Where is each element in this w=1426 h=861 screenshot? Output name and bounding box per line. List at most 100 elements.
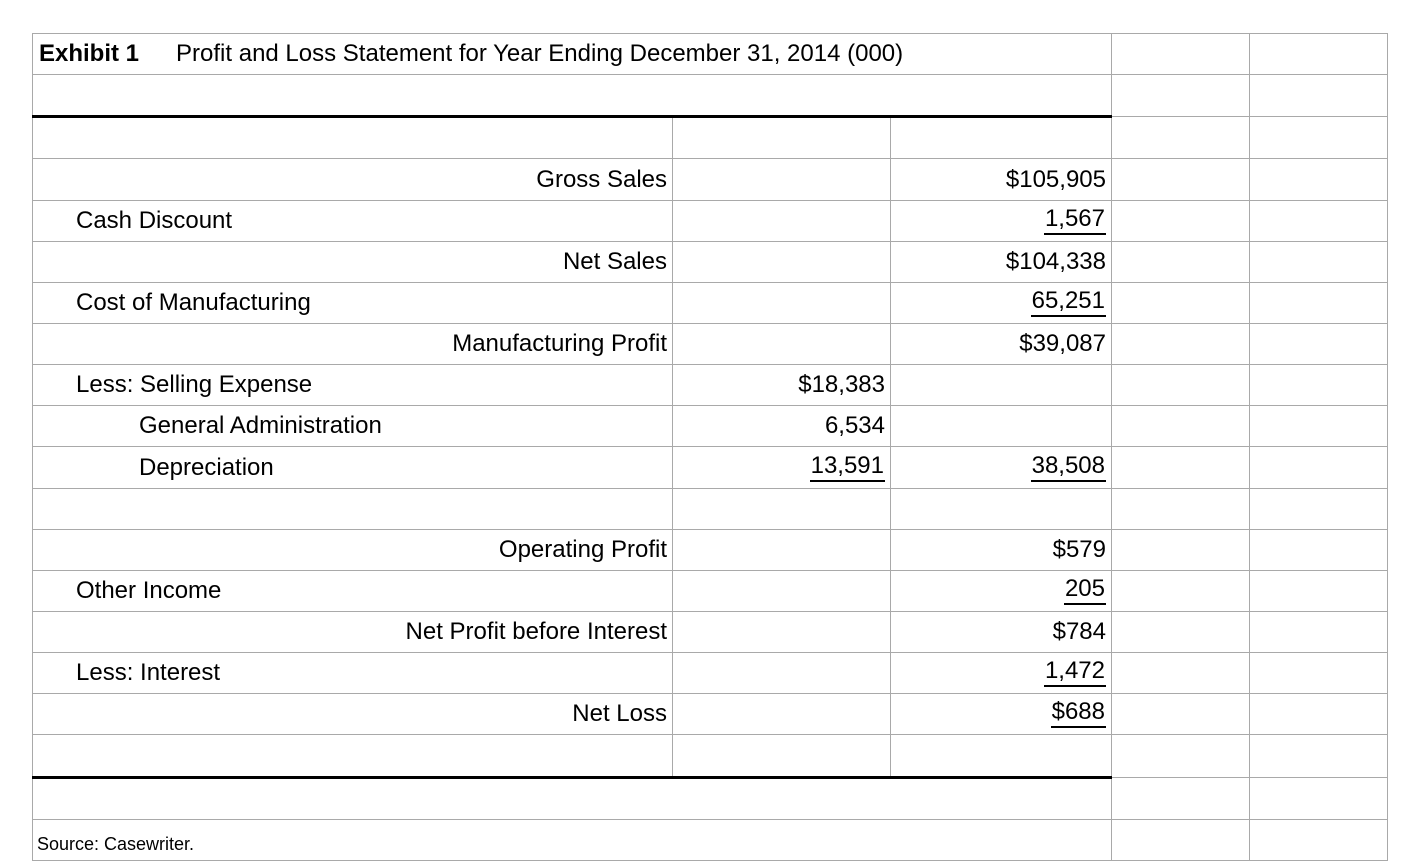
amount-col1: [672, 322, 891, 366]
empty-cell: [1111, 116, 1250, 160]
amount-col1: [672, 652, 891, 695]
row-label: Net Profit before Interest: [32, 610, 673, 654]
spacer-row: [32, 734, 1388, 778]
empty-cell: [1111, 693, 1250, 736]
empty-cell: [1249, 32, 1388, 76]
empty-cell: [1111, 199, 1250, 242]
amount-col1: [672, 199, 891, 242]
empty-cell: [32, 734, 673, 778]
title-row: Exhibit 1 Profit and Loss Statement for Y…: [32, 32, 1388, 76]
row-selling-expense: Less: Selling Expense $18,383: [32, 364, 1388, 407]
empty-cell: [1111, 322, 1250, 366]
amount-col1: 6,534: [672, 405, 891, 448]
row-label: Other Income: [32, 569, 673, 612]
empty-cell: [1111, 487, 1250, 530]
top-rule-cell: [32, 74, 1112, 119]
empty-cell: [1249, 734, 1388, 778]
source-row: Source: Casewriter.: [32, 818, 1388, 861]
empty-cell: [1249, 487, 1388, 530]
empty-cell: [1249, 74, 1388, 118]
row-label: Cash Discount: [32, 199, 673, 242]
source-note: Source: Casewriter.: [32, 818, 1112, 861]
exhibit-sheet: Exhibit 1 Profit and Loss Statement for Y…: [32, 32, 1388, 861]
empty-cell: [1249, 116, 1388, 160]
row-label: Cost of Manufacturing: [32, 281, 673, 324]
amount-col2: $39,087: [890, 322, 1112, 366]
empty-cell: [1249, 610, 1388, 654]
amount-col2: 65,251: [890, 281, 1112, 324]
amount-col2: $688: [890, 693, 1112, 736]
spacer-row: [32, 487, 1388, 530]
exhibit-title-cell: Exhibit 1 Profit and Loss Statement for Y…: [32, 32, 1112, 76]
row-label: Less: Interest: [32, 652, 673, 695]
empty-cell: [1111, 569, 1250, 612]
underlined-amount: $688: [1050, 700, 1106, 729]
empty-cell: [1249, 240, 1388, 283]
row-general-administration: General Administration 6,534: [32, 405, 1388, 448]
amount-col2: 205: [890, 569, 1112, 612]
amount-col2: 38,508: [890, 446, 1112, 489]
amount-col1: [672, 693, 891, 736]
row-depreciation: Depreciation 13,591 38,508: [32, 446, 1388, 489]
row-label: General Administration: [32, 405, 673, 448]
empty-cell: [1249, 569, 1388, 612]
underlined-amount: 1,472: [1043, 659, 1106, 688]
empty-cell: [1111, 446, 1250, 489]
row-label: Less: Selling Expense: [32, 364, 673, 407]
empty-cell: [1111, 405, 1250, 448]
amount-col2: [890, 405, 1112, 448]
empty-cell: [32, 116, 673, 160]
amount-col2: 1,472: [890, 652, 1112, 695]
amount-col1: 13,591: [672, 446, 891, 489]
underlined-amount: 65,251: [1030, 288, 1106, 317]
empty-cell: [1249, 652, 1388, 695]
amount-col1: [672, 240, 891, 283]
empty-cell: [672, 116, 891, 160]
row-label: Depreciation: [32, 446, 673, 489]
amount-col1: [672, 158, 891, 201]
row-label: Net Loss: [32, 693, 673, 736]
page: { "exhibit": { "label": "Exhibit 1", "ti…: [32, 32, 1388, 861]
amount-col1: [672, 569, 891, 612]
empty-cell: [890, 116, 1112, 160]
empty-cell: [1111, 652, 1250, 695]
empty-cell: [890, 487, 1112, 530]
amount-col2: $105,905: [890, 158, 1112, 201]
row-other-income: Other Income 205: [32, 569, 1388, 612]
empty-cell: [1249, 446, 1388, 489]
amount-col2: $784: [890, 610, 1112, 654]
row-net-loss: Net Loss $688: [32, 693, 1388, 736]
empty-cell: [1249, 776, 1388, 820]
row-gross-sales: Gross Sales $105,905: [32, 158, 1388, 201]
spacer-row: [32, 116, 1388, 160]
row-label: Gross Sales: [32, 158, 673, 201]
row-operating-profit: Operating Profit $579: [32, 528, 1388, 571]
divider-row: [32, 775, 1388, 820]
empty-cell: [672, 734, 891, 778]
row-interest: Less: Interest 1,472: [32, 652, 1388, 695]
amount-col1: [672, 281, 891, 324]
empty-cell: [1111, 818, 1250, 861]
profit-loss-table: Exhibit 1 Profit and Loss Statement for Y…: [32, 32, 1388, 861]
underlined-amount: 13,591: [809, 453, 885, 482]
empty-cell: [32, 487, 673, 530]
empty-cell: [1111, 74, 1250, 118]
amount-col2: 1,567: [890, 199, 1112, 242]
row-label: Manufacturing Profit: [32, 322, 673, 366]
empty-cell: [1111, 610, 1250, 654]
empty-cell: [1249, 281, 1388, 324]
empty-cell: [1111, 281, 1250, 324]
row-net-profit-before-interest: Net Profit before Interest $784: [32, 610, 1388, 654]
row-label: Net Sales: [32, 240, 673, 283]
empty-cell: [1111, 734, 1250, 778]
empty-cell: [1249, 818, 1388, 861]
empty-cell: [1249, 158, 1388, 201]
empty-cell: [1249, 528, 1388, 571]
empty-cell: [1249, 322, 1388, 366]
spacer-row: [32, 74, 1388, 119]
amount-col1: [672, 528, 891, 571]
empty-cell: [1111, 240, 1250, 283]
exhibit-title: Profit and Loss Statement for Year Endin…: [176, 40, 904, 68]
empty-cell: [1111, 776, 1250, 820]
amount-col1: [672, 610, 891, 654]
